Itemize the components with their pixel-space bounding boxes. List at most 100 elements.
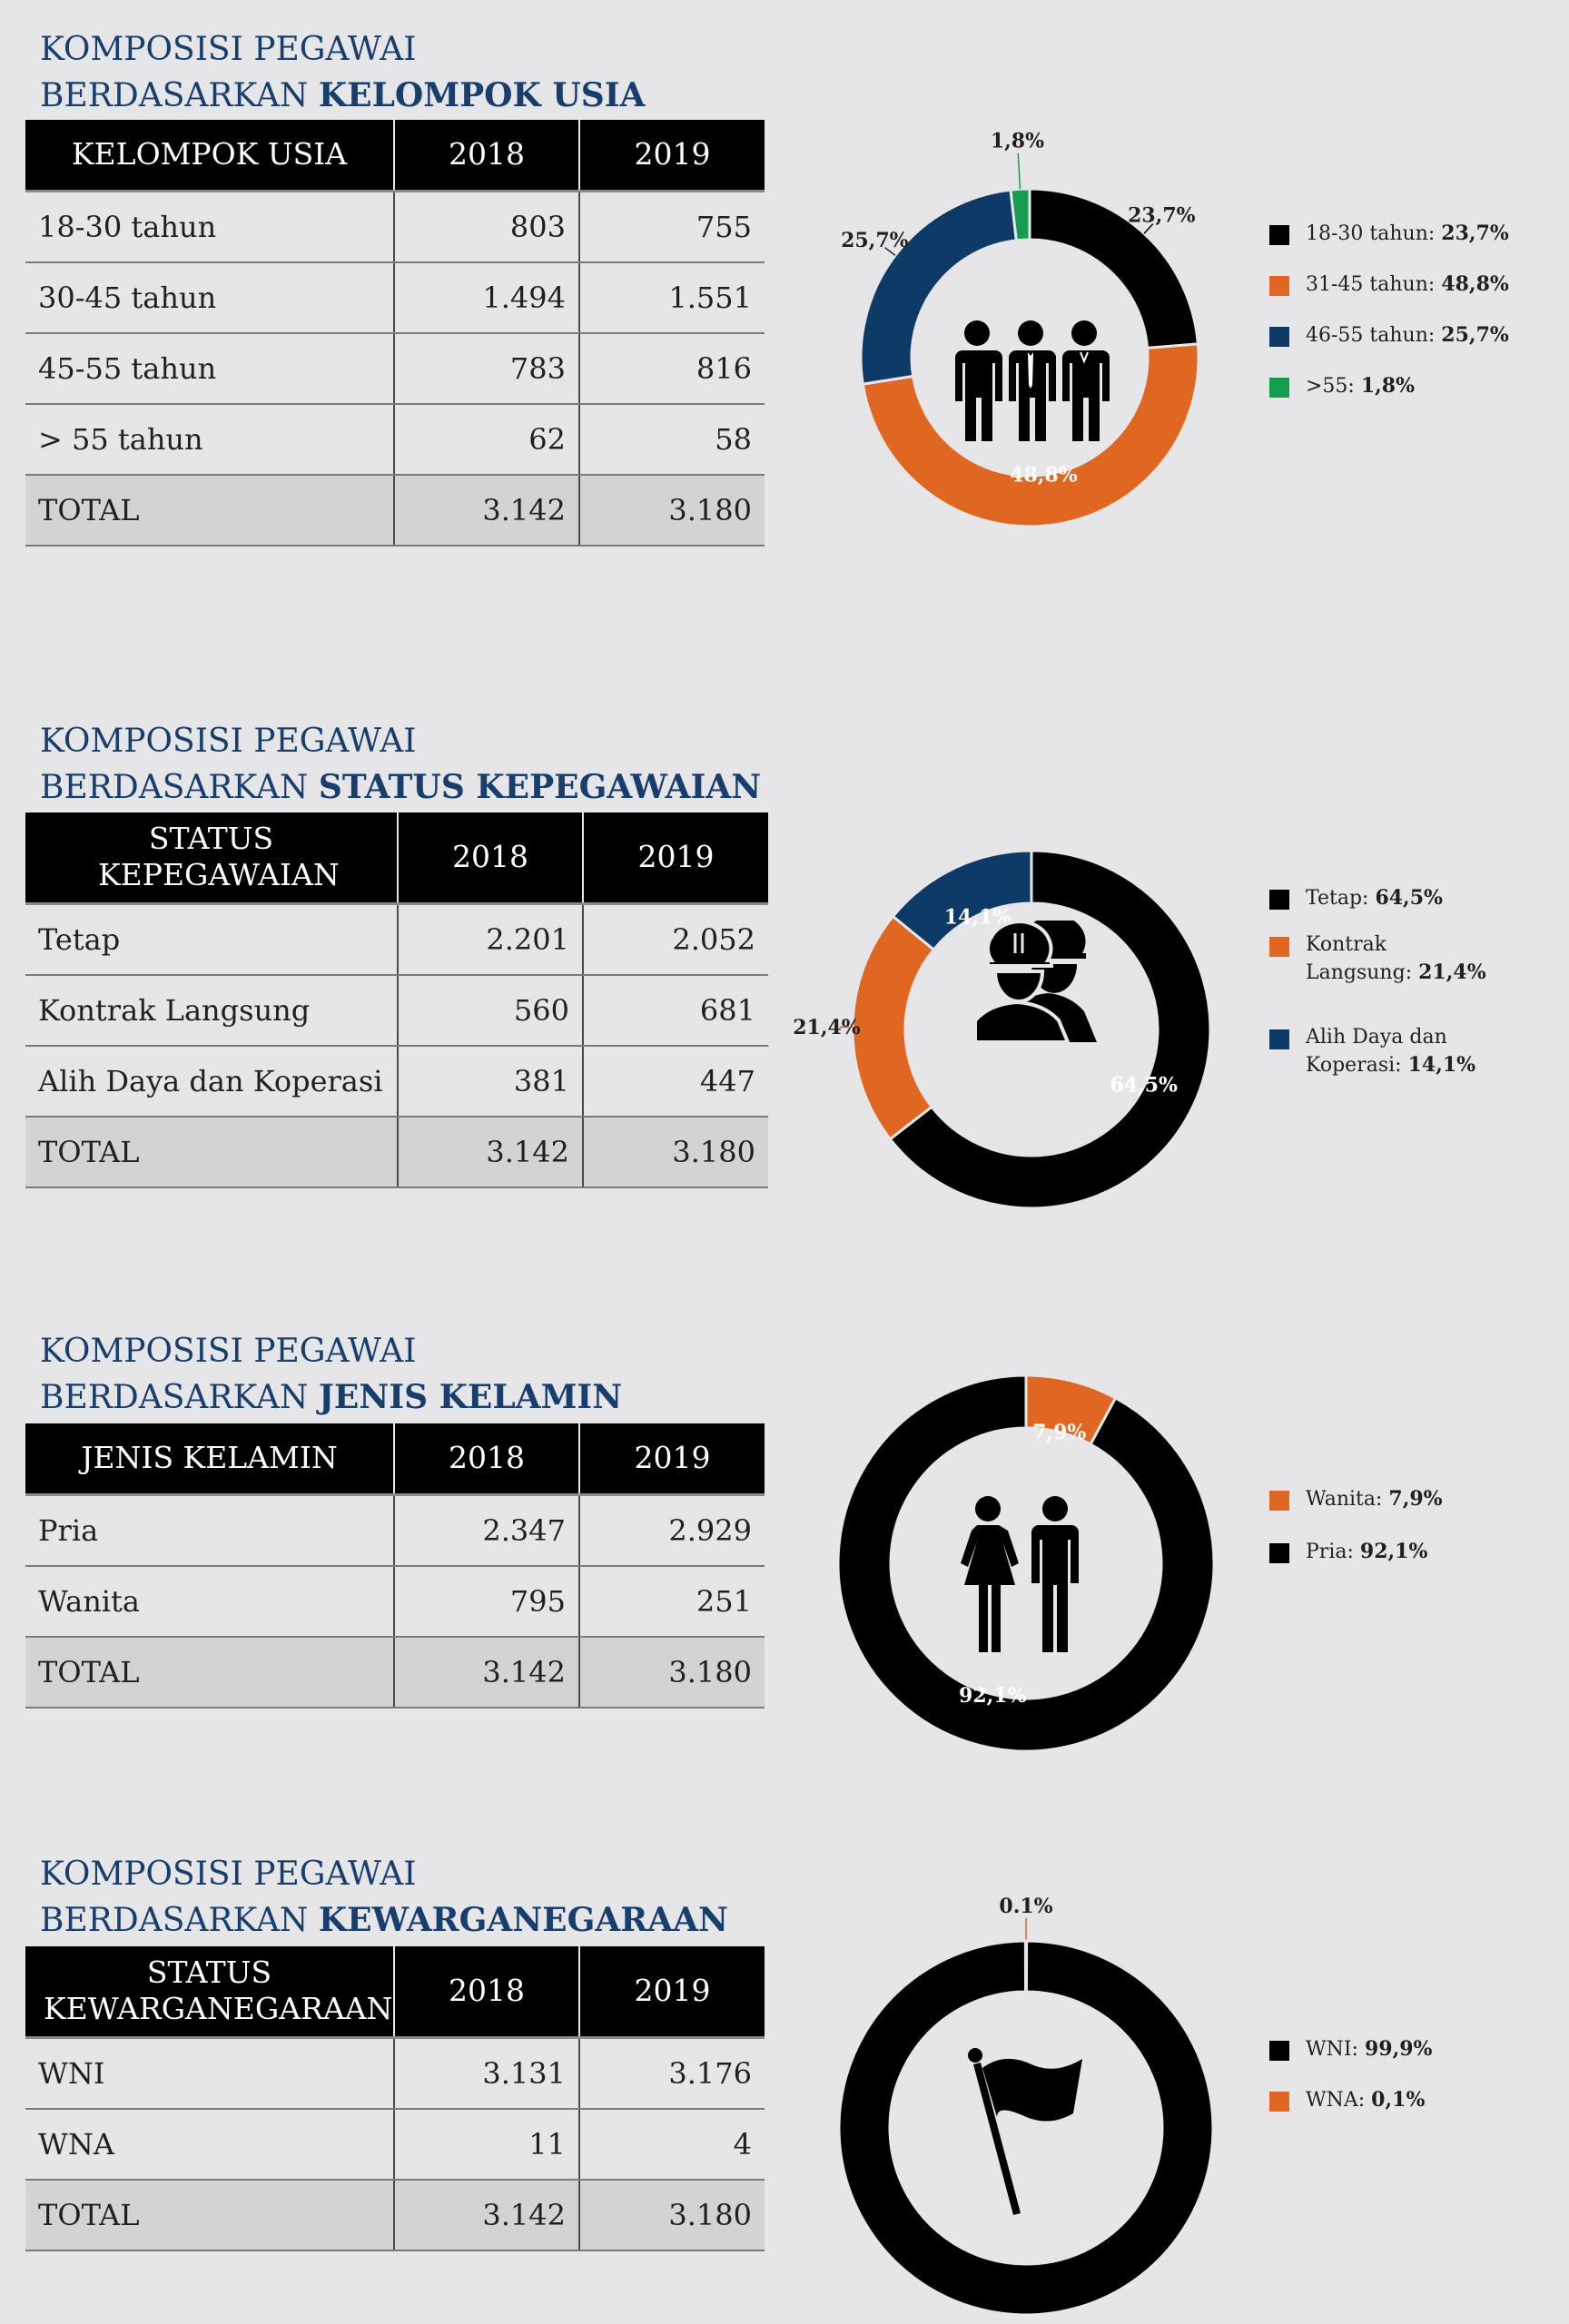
data-table: STATUS KEWARGANEGARAAN 2018 2019 WNI 3.1…	[25, 1946, 765, 2251]
table-row: Kontrak Langsung 560 681	[25, 974, 768, 1047]
legend-label: Kontrak Langsung:	[1306, 933, 1413, 984]
header-cell: KELOMPOK USIA	[25, 120, 394, 192]
section-status-kepegawaian: KOMPOSISI PEGAWAI BERDASARKAN STATUS KEP…	[0, 719, 1569, 1227]
chart-legend: Tetap: 64,5% Kontrak Langsung: 21,4% Ali…	[1269, 884, 1560, 1077]
value-2019: 447	[582, 1045, 768, 1118]
section-title: KOMPOSISI PEGAWAI BERDASARKAN STATUS KEP…	[40, 719, 761, 811]
total-label: TOTAL	[25, 1116, 398, 1188]
row-label: Kontrak Langsung	[25, 974, 398, 1047]
row-label: WNI	[25, 2037, 394, 2110]
section-title: KOMPOSISI PEGAWAI BERDASARKAN KEWARGANEG…	[40, 1852, 728, 1944]
legend-value: 14,1%	[1407, 1053, 1476, 1077]
legend-value: 7,9%	[1388, 1487, 1443, 1511]
table-row: 30-45 tahun 1.494 1.551	[25, 261, 765, 334]
legend-value: 23,7%	[1441, 222, 1509, 245]
legend-swatch	[1269, 276, 1289, 296]
row-label: WNA	[25, 2108, 394, 2181]
leader-line	[884, 247, 896, 256]
donut-value-label: 48,8%	[1010, 464, 1078, 487]
donut-svg: 7,9% 92,1%	[836, 1374, 1216, 1753]
table-row: Wanita 795 251	[25, 1565, 765, 1638]
legend-swatch	[1269, 2092, 1289, 2112]
header-cell: STATUS KEWARGANEGARAAN	[25, 1946, 394, 2039]
value-2018: 795	[393, 1565, 579, 1638]
row-label: 45-55 tahun	[25, 332, 394, 405]
total-2018: 3.142	[393, 2179, 579, 2251]
header-cell: 2019	[578, 1423, 765, 1496]
chart-legend: 18-30 tahun: 23,7% 31-45 tahun: 48,8% 46…	[1269, 220, 1560, 398]
legend-label: WNA:	[1306, 2089, 1366, 2112]
value-2019: 2.052	[582, 903, 768, 976]
header-cell: JENIS KELAMIN	[25, 1423, 394, 1496]
donut-chart: 0.1%	[0, 1852, 1569, 2317]
value-2018: 1.494	[393, 261, 579, 334]
donut-slice	[836, 1374, 1216, 1753]
total-2018: 3.142	[393, 474, 579, 547]
total-label: TOTAL	[25, 474, 394, 547]
legend-swatch	[1269, 1491, 1289, 1511]
chart-legend: Wanita: 7,9% Pria: 92,1%	[1269, 1485, 1560, 1576]
value-2018: 560	[397, 974, 583, 1047]
title-bold: STATUS KEPEGAWAIAN	[318, 768, 762, 806]
total-2019: 3.180	[578, 1636, 765, 1709]
donut-value-label: 0.1%	[999, 1895, 1052, 1918]
legend-label: Tetap:	[1306, 887, 1369, 910]
total-2018: 3.142	[393, 1636, 579, 1709]
table-row: 45-55 tahun 783 816	[25, 332, 765, 405]
donut-chart: 23,7% 48,8% 25,7% 1,8%	[0, 0, 1569, 635]
total-2018: 3.142	[397, 1116, 583, 1188]
three-workers-icon	[955, 320, 1110, 441]
flag-icon	[968, 2048, 1082, 2215]
legend-swatch	[1269, 1029, 1289, 1049]
legend-swatch	[1269, 937, 1289, 957]
legend-swatch	[1269, 327, 1289, 347]
total-label: TOTAL	[25, 1636, 394, 1709]
female-male-icon	[961, 1496, 1079, 1652]
row-label: 18-30 tahun	[25, 191, 394, 263]
value-2019: 755	[578, 191, 765, 263]
header-cell: 2019	[578, 120, 765, 192]
legend-value: 92,1%	[1359, 1540, 1428, 1563]
legend-label: WNI:	[1306, 2038, 1358, 2061]
data-table: KELOMPOK USIA 2018 2019 18-30 tahun 803 …	[25, 120, 765, 547]
legend-swatch	[1269, 378, 1289, 398]
value-2018: 3.131	[393, 2037, 579, 2110]
legend-value: 1,8%	[1360, 374, 1416, 398]
title-line1: KOMPOSISI PEGAWAI	[40, 31, 417, 68]
donut-slice	[891, 849, 1033, 952]
header-cell: 2018	[393, 1423, 579, 1496]
value-2019: 251	[578, 1565, 765, 1638]
donut-value-label: 64,5%	[1110, 1074, 1178, 1098]
legend-value: 64,5%	[1375, 886, 1443, 910]
section-kelompok-usia: KOMPOSISI PEGAWAI BERDASARKAN KELOMPOK U…	[0, 27, 1569, 590]
title-prefix: BERDASARKAN	[40, 769, 309, 806]
table-row: WNA 11 4	[25, 2108, 765, 2181]
value-2019: 3.176	[578, 2037, 765, 2110]
row-label: > 55 tahun	[25, 403, 394, 476]
total-2019: 3.180	[582, 1116, 768, 1188]
table-row: Alih Daya dan Koperasi 381 447	[25, 1045, 768, 1118]
title-line1: KOMPOSISI PEGAWAI	[40, 723, 417, 760]
value-2019: 681	[582, 974, 768, 1047]
legend-swatch	[1269, 1543, 1289, 1563]
header-cell: 2018	[393, 1946, 579, 2039]
section-title: KOMPOSISI PEGAWAI BERDASARKAN JENIS KELA…	[40, 1329, 622, 1421]
title-bold: KELOMPOK USIA	[318, 76, 646, 114]
row-label: Tetap	[25, 903, 398, 976]
value-2018: 803	[393, 191, 579, 263]
legend-value: 0,1%	[1371, 2088, 1426, 2112]
table-row: WNI 3.131 3.176	[25, 2037, 765, 2110]
total-2019: 3.180	[578, 2179, 765, 2251]
legend-swatch	[1269, 2041, 1289, 2061]
legend-label: >55:	[1306, 375, 1355, 398]
legend-value: 25,7%	[1441, 323, 1509, 347]
value-2019: 1.551	[578, 261, 765, 334]
donut-chart: 7,9% 92,1%	[0, 1329, 1569, 1783]
value-2019: 2.929	[578, 1494, 765, 1567]
leader-line	[1017, 153, 1021, 190]
header-cell: 2018	[393, 120, 579, 192]
total-2019: 3.180	[578, 474, 765, 547]
donut-svg: 23,7% 48,8% 25,7% 1,8%	[841, 130, 1200, 528]
header-cell: 2018	[397, 812, 583, 905]
row-label: Wanita	[25, 1565, 394, 1638]
